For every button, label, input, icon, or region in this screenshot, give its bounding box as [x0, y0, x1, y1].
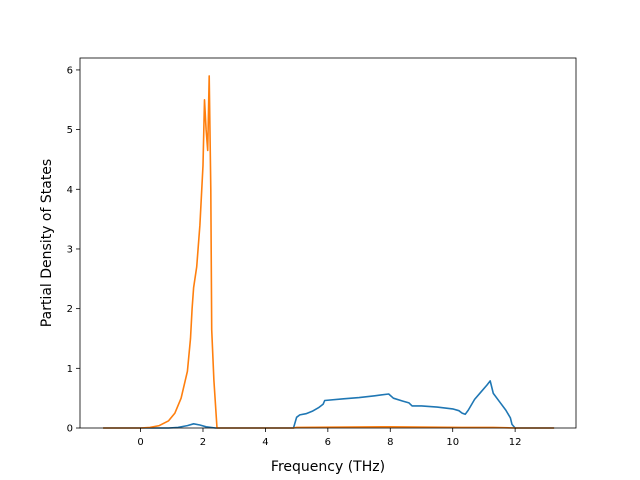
plot-frame: [79, 57, 577, 429]
y-axis-ticks: 0 1 2 3 4 5 6: [67, 65, 80, 435]
x-axis-label: Frequency (THz): [271, 459, 385, 475]
series-line-1: [103, 380, 555, 429]
plot-lines: [103, 75, 555, 429]
y-axis-label: Partial Density of States: [39, 159, 55, 327]
x-tick-label: 10: [446, 437, 459, 448]
y-tick-label: 2: [67, 304, 73, 315]
y-tick-label: 4: [67, 185, 73, 196]
y-tick-label: 3: [67, 244, 73, 255]
x-tick-label: 2: [200, 437, 206, 448]
x-tick-label: 12: [509, 437, 522, 448]
x-tick-label: 4: [262, 437, 268, 448]
x-axis-ticks: 0 2 4 6 8 10 12: [137, 428, 521, 448]
y-tick-label: 6: [67, 65, 73, 76]
x-tick-label: 6: [325, 437, 331, 448]
y-tick-label: 1: [67, 364, 73, 375]
series-line-2: [103, 75, 555, 429]
y-tick-label: 5: [67, 125, 73, 136]
x-tick-label: 8: [387, 437, 393, 448]
x-tick-label: 0: [137, 437, 143, 448]
y-tick-label: 0: [67, 424, 73, 435]
